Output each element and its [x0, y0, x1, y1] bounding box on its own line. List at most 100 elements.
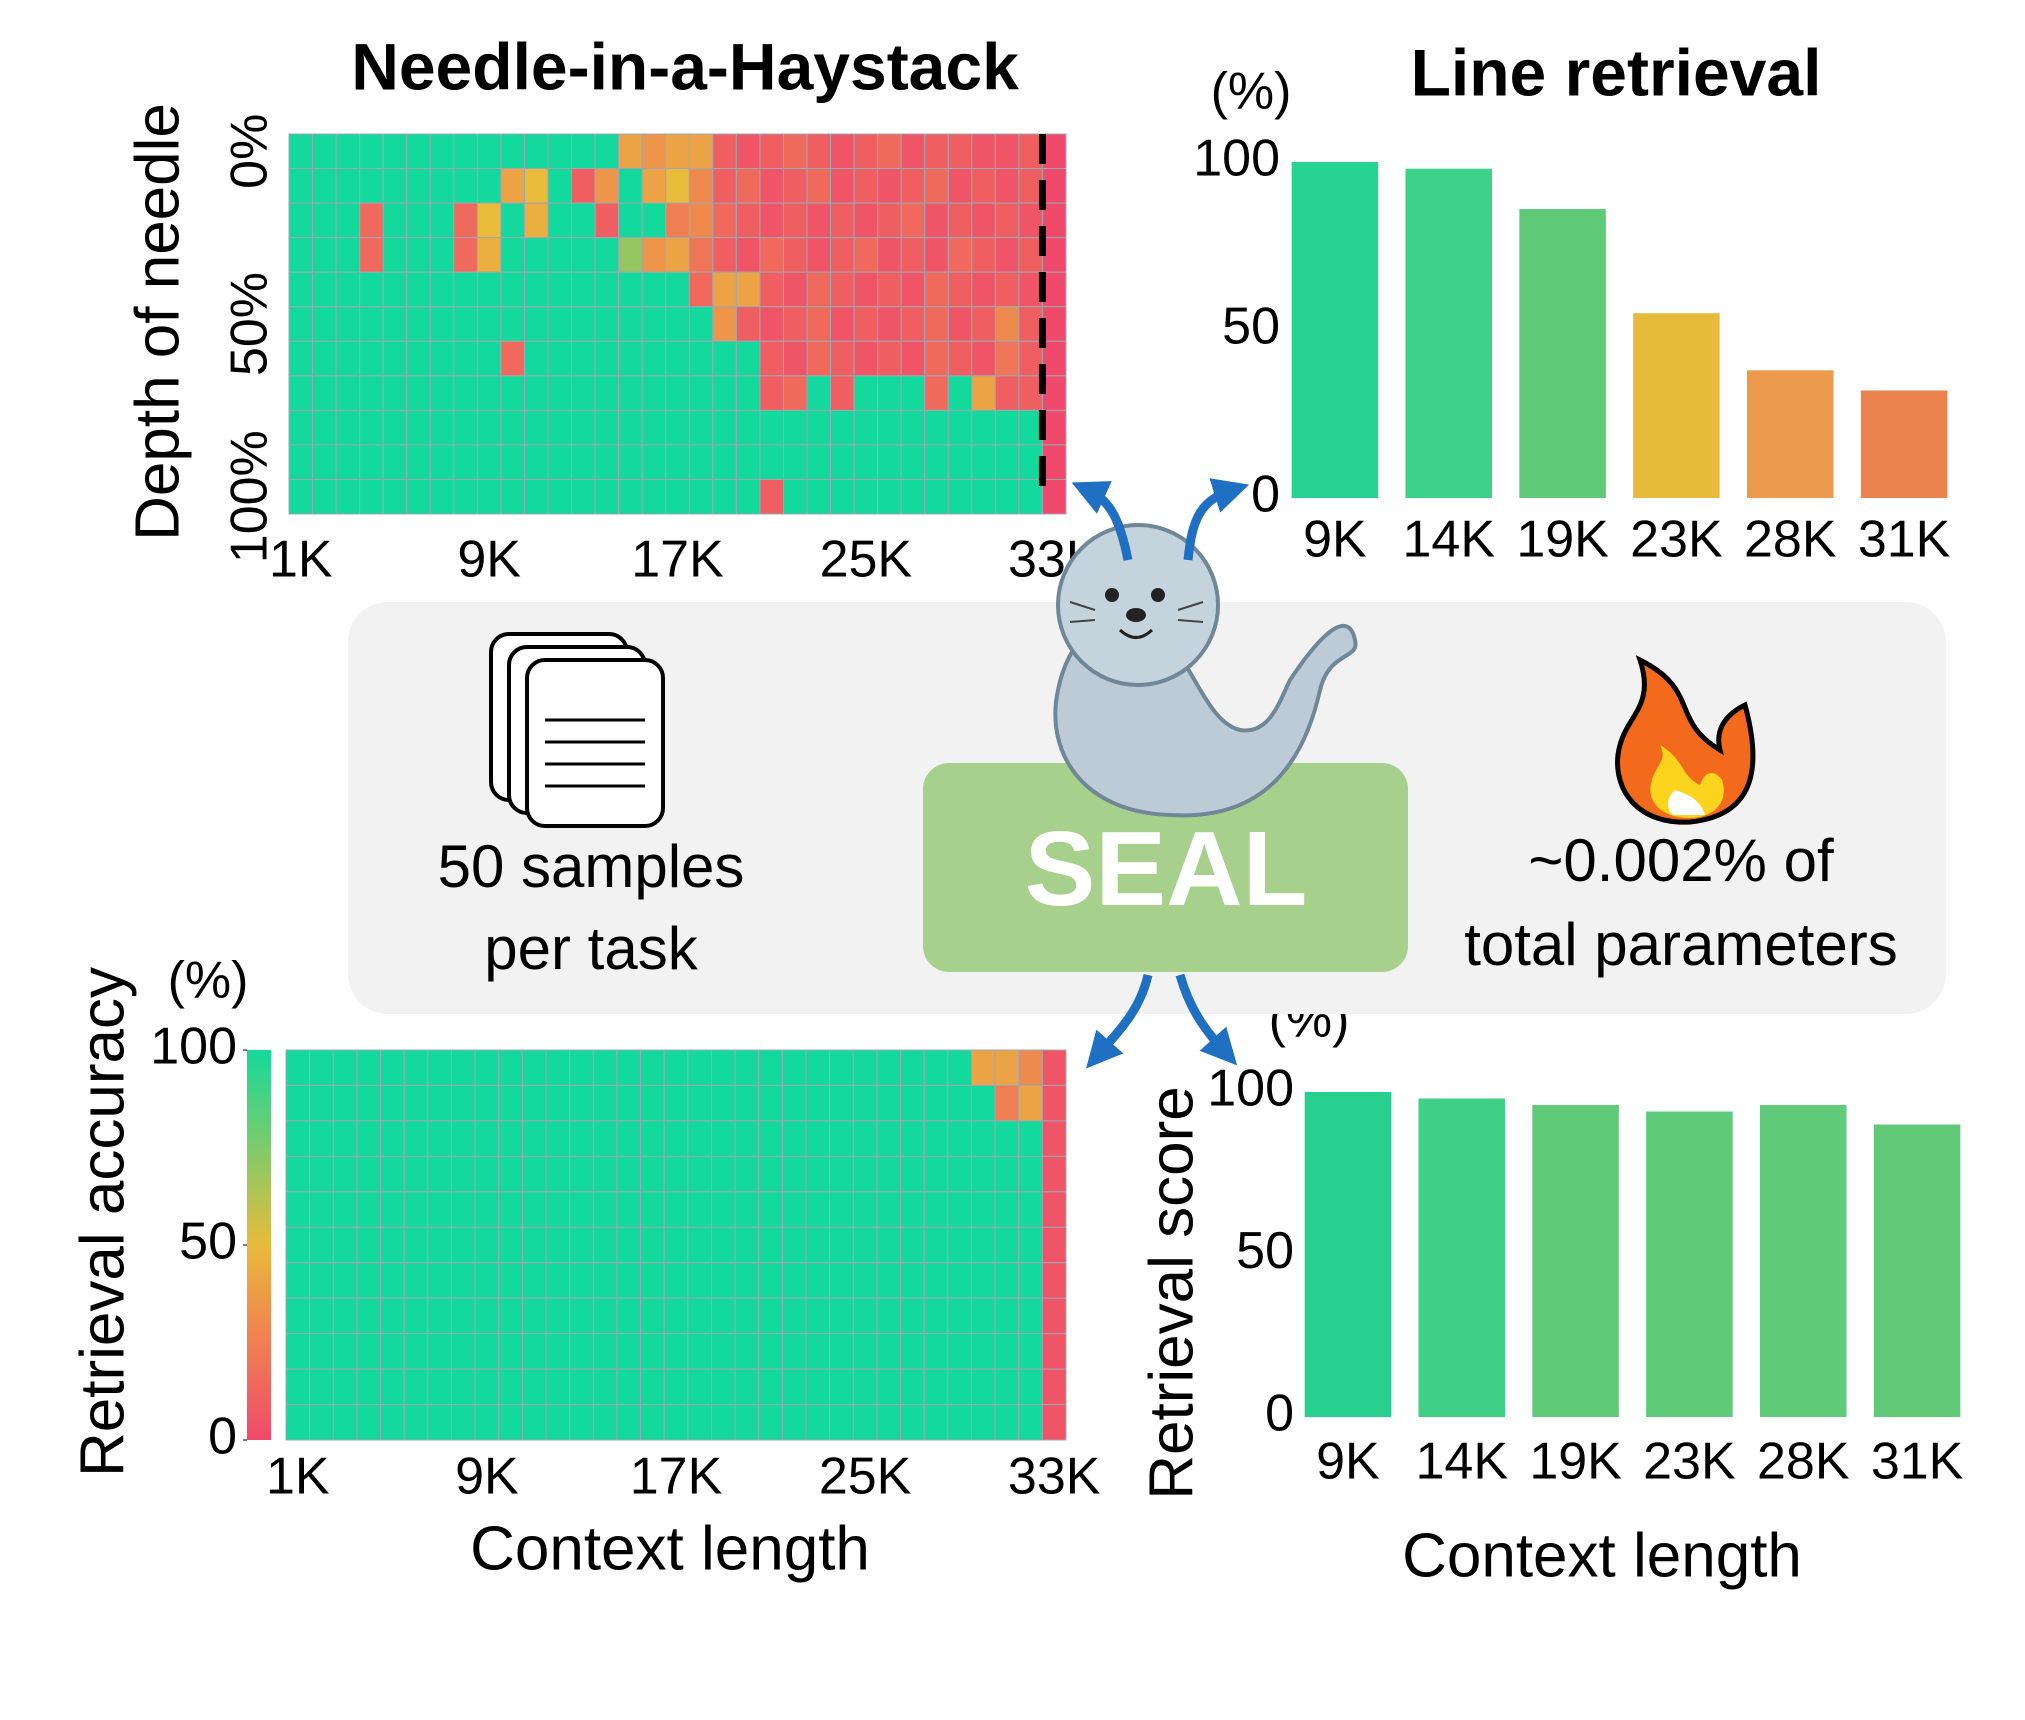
heatmap-cell: [712, 409, 737, 446]
heatmap-cell: [830, 375, 855, 411]
heatmap-cell: [359, 375, 384, 411]
heatmap-cell: [947, 1049, 972, 1086]
heatmap-cell: [970, 1155, 996, 1193]
heatmap-cell: [877, 133, 902, 170]
heatmap-cell: [687, 1155, 712, 1193]
heatmap-cell: [476, 375, 502, 411]
heatmap-cell: [309, 1155, 334, 1193]
heatmap-cell: [500, 271, 525, 308]
heatmap-cell: [876, 1368, 902, 1406]
heatmap-cell: [285, 1368, 311, 1406]
heatmap-cell: [900, 340, 926, 377]
heatmap-cell: [547, 444, 573, 480]
heatmap-cell: [947, 444, 973, 480]
x-tick-label: 33K: [1008, 1448, 1101, 1506]
heatmap-cell: [688, 237, 714, 273]
arrows: [1071, 478, 1250, 1069]
heatmap-cell: [923, 1404, 949, 1441]
heatmap-cell: [453, 340, 478, 377]
heatmap-cell: [970, 1226, 996, 1264]
heatmap-cell: [521, 1404, 547, 1441]
heatmap-cell: [924, 237, 949, 273]
heatmap-cell: [829, 1049, 854, 1086]
heatmap-cell: [382, 478, 408, 515]
heatmap-cell: [900, 202, 926, 239]
heatmap-cell: [521, 1297, 547, 1335]
heatmap-cell: [571, 444, 596, 480]
heatmap-cell: [380, 1297, 405, 1335]
heatmap-cell: [474, 1049, 500, 1086]
heatmap-cell: [594, 478, 620, 515]
heatmap-cell: [476, 478, 502, 515]
heatmap-cell: [829, 1368, 854, 1406]
heatmap-cell: [547, 409, 573, 446]
heatmap-cell: [852, 1084, 878, 1122]
heatmap-cell: [356, 1191, 382, 1228]
x-tick-label: 31K: [1871, 1433, 1964, 1491]
heatmap-cell: [830, 409, 855, 446]
heatmap-cell: [547, 133, 573, 170]
heatmap-cell: [830, 133, 855, 170]
heatmap-cell: [288, 168, 314, 204]
heatmap-cell: [805, 1333, 831, 1370]
heatmap-cell: [592, 1333, 618, 1370]
heatmap-cell: [285, 1297, 311, 1335]
bar: [1746, 370, 1834, 498]
heatmap-cell: [688, 409, 714, 446]
heatmap-cell: [805, 1049, 831, 1086]
heatmap-cell: [429, 133, 455, 170]
seal-box: [923, 763, 1408, 972]
bar: [1633, 313, 1720, 498]
heatmap-cell: [545, 1191, 571, 1228]
heatmap-cell: [805, 1404, 831, 1441]
heatmap-cell: [994, 271, 1020, 308]
heatmap-cell: [429, 478, 455, 515]
heatmap-cell: [1041, 1120, 1067, 1157]
heatmap-cell: [406, 133, 431, 170]
heatmap-cell: [758, 1120, 783, 1157]
heatmap-cell: [1041, 1226, 1067, 1264]
heatmap-cell: [663, 1297, 689, 1335]
bar: [1418, 1098, 1506, 1417]
heatmap-cell: [1041, 1155, 1067, 1193]
y-tick-label: 0: [1251, 466, 1280, 524]
heatmap-cell: [618, 340, 643, 377]
heatmap-cell: [641, 306, 667, 342]
y-unit: (%): [1211, 63, 1292, 121]
heatmap-cell: [335, 271, 361, 308]
heatmap-cell: [900, 1404, 925, 1441]
y-tick-label: 50: [1236, 1222, 1294, 1280]
heatmap-cell: [830, 340, 855, 377]
heatmap-cell: [1041, 444, 1067, 480]
heatmap-cell: [474, 1120, 500, 1157]
heatmap-cell: [971, 444, 996, 480]
heatmap-cell: [734, 1226, 760, 1264]
heatmap-cell: [923, 1262, 949, 1299]
heatmap-cell: [616, 1049, 642, 1086]
documents-icon: [489, 632, 665, 828]
heatmap-cell: [427, 1084, 452, 1122]
heatmap-cell: [429, 340, 455, 377]
heatmap-cell: [288, 271, 314, 308]
heatmap-cell: [805, 1262, 831, 1299]
heatmap-cell: [592, 1368, 618, 1406]
heatmap-cell: [332, 1262, 358, 1299]
bar: [1532, 1105, 1619, 1417]
heatmap-cell: [665, 409, 690, 446]
heatmap-cell: [335, 133, 361, 170]
heatmap-cell: [427, 1191, 452, 1228]
heatmap-cell: [688, 306, 714, 342]
heatmap-cell: [852, 1404, 878, 1441]
heatmap-cell: [288, 409, 314, 446]
heatmap-cell: [616, 1368, 642, 1406]
heatmap-cell: [474, 1262, 500, 1299]
heatmap-cell: [663, 1191, 689, 1228]
heatmap-cell: [994, 478, 1020, 515]
heatmap-cell: [687, 1049, 712, 1086]
heatmap-cell: [618, 237, 643, 273]
heatmap-cell: [782, 444, 808, 480]
heatmap-cell: [1018, 1368, 1043, 1406]
heatmap-cell: [852, 1049, 878, 1086]
heatmap-cell: [806, 478, 832, 515]
heatmap-cell: [476, 168, 502, 204]
